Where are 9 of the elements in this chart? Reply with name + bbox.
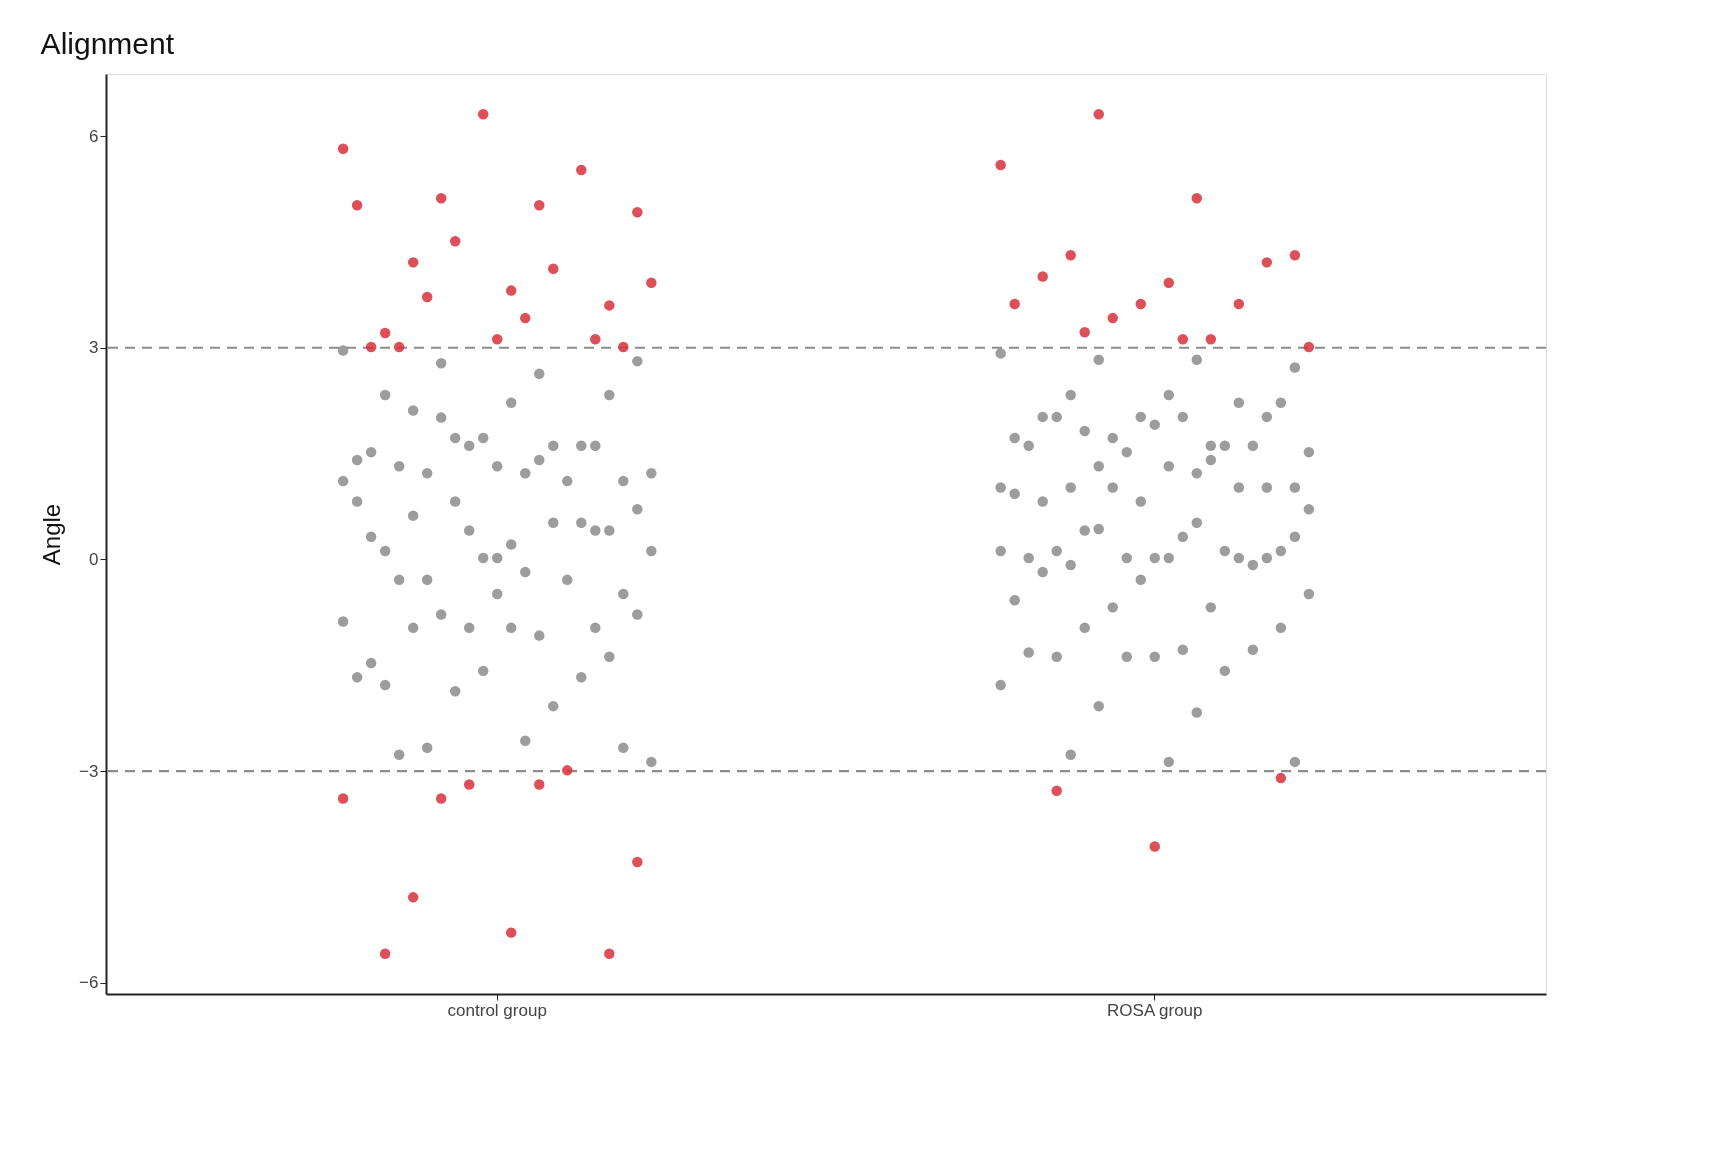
y-tick-label: −6 <box>79 973 99 993</box>
x-tick-label: control group <box>447 1000 547 1020</box>
y-tick-label: 3 <box>89 338 99 358</box>
y-tick-label: −3 <box>79 761 99 781</box>
y-axis-title: Angle <box>38 503 66 566</box>
y-tick-label: 0 <box>89 549 99 569</box>
y-tick-label: 6 <box>89 126 99 146</box>
chart-title: Alignment <box>40 27 175 60</box>
x-tick-label: ROSA group <box>1107 1000 1203 1020</box>
